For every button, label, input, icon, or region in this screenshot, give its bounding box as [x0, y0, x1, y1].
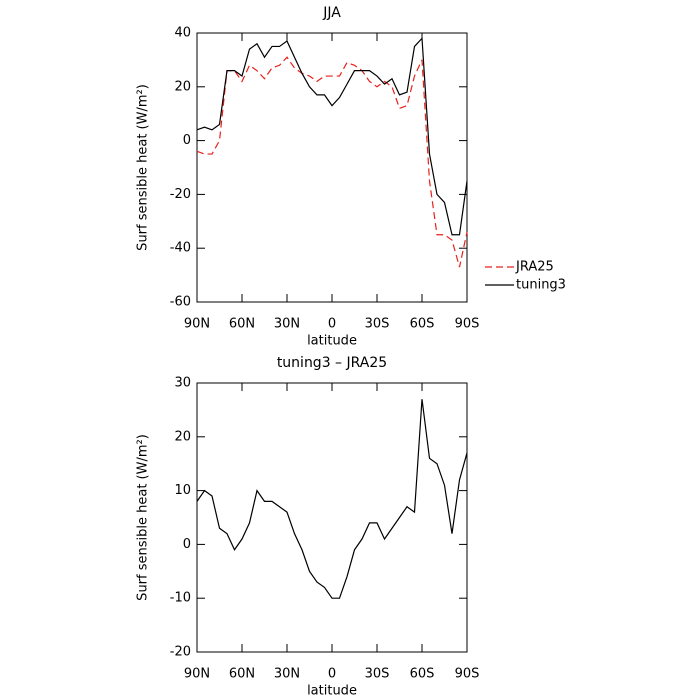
y-tick-label: 40 — [174, 26, 191, 41]
y-axis-label: Surf sensible heat (W/m²) — [136, 84, 151, 251]
legend-label: tuning3 — [516, 278, 566, 293]
y-tick-label: 0 — [183, 537, 191, 552]
x-tick-label: 30N — [274, 667, 300, 682]
y-tick-label: 10 — [174, 483, 191, 498]
x-tick-label: 0 — [328, 667, 336, 682]
x-tick-label: 60N — [229, 317, 255, 332]
y-tick-label: -10 — [170, 591, 191, 606]
y-tick-label: -20 — [170, 645, 191, 660]
x-tick-label: 30S — [365, 667, 390, 682]
y-tick-label: -40 — [170, 241, 191, 256]
x-tick-label: 60S — [410, 317, 435, 332]
y-tick-label: -20 — [170, 187, 191, 202]
x-axis-label: latitude — [307, 684, 357, 699]
x-tick-label: 90S — [455, 667, 480, 682]
y-tick-label: 20 — [174, 429, 191, 444]
y-tick-label: 0 — [183, 133, 191, 148]
y-tick-label: -60 — [170, 295, 191, 310]
chart-title: JJA — [322, 5, 341, 21]
x-tick-label: 60S — [410, 667, 435, 682]
plot-frame — [196, 382, 468, 653]
x-tick-label: 0 — [328, 317, 336, 332]
x-tick-label: 90S — [455, 317, 480, 332]
x-tick-label: 60N — [229, 667, 255, 682]
legend-label: JRA25 — [515, 260, 554, 275]
y-axis-label: Surf sensible heat (W/m²) — [136, 434, 151, 601]
y-tick-label: 20 — [174, 79, 191, 94]
x-tick-label: 90N — [184, 667, 210, 682]
x-axis-label: latitude — [307, 334, 357, 349]
x-tick-label: 30S — [365, 317, 390, 332]
x-tick-label: 30N — [274, 317, 300, 332]
chart-title: tuning3 – JRA25 — [277, 355, 387, 371]
y-tick-label: 30 — [174, 376, 191, 391]
x-tick-label: 90N — [184, 317, 210, 332]
series-line — [196, 56, 468, 268]
series-line — [196, 36, 468, 236]
series-line — [196, 399, 468, 599]
